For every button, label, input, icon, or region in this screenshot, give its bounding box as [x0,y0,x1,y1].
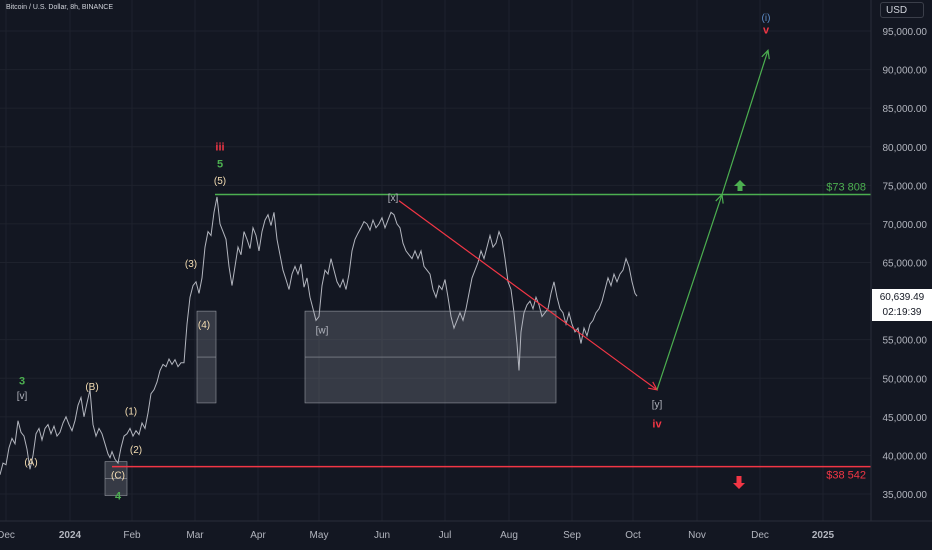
price-tick-label: 70,000.00 [883,220,928,231]
price-tick-label: 95,000.00 [883,27,928,38]
last-price-value: 60,639.49 [879,292,925,303]
wave-label: iv [652,419,662,431]
price-axis: 95,000.00 90,000.00 85,000.00 80,000.00 75,0… [883,27,928,501]
chart-title: Bitcoin / U.S. Dollar, 8h, BINANCE [6,4,113,11]
time-tick-label: Mar [186,530,204,541]
grid [0,0,871,521]
arrow-up-to-target-head [761,48,770,60]
level-label: $73 808 [826,182,866,194]
wave-label: (A) [24,457,37,468]
time-axis: Dec 2024 Feb Mar Apr May Jun Jul Aug Sep Oct Nov Dec… [0,530,835,541]
horizontal-levels: $73 808 $38 542 [112,180,871,489]
arrow-up-to-target [721,50,769,195]
wave-label: (1) [125,407,137,418]
time-tick-label: Oct [625,530,641,541]
wave-label: [w] [316,325,329,336]
arrow-down-to-y [398,200,658,391]
arrow-up-to-level [656,194,723,391]
down-arrow-icon [733,476,745,489]
price-tick-label: 40,000.00 [883,451,928,462]
wave-label: 5 [217,159,223,171]
price-tick-label: 50,000.00 [883,374,928,385]
price-line [0,196,638,475]
wave-label: 4 [115,490,122,502]
price-tick-label: 90,000.00 [883,66,928,77]
time-tick-label: Jul [439,530,452,541]
price-tick-label: 55,000.00 [883,336,928,347]
price-tick-label: 45,000.00 [883,413,928,424]
wave-label: (i) [762,13,771,24]
price-tick-label: 35,000.00 [883,490,928,501]
time-tick-label: Dec [0,530,15,541]
time-tick-label: Dec [751,530,769,541]
bar-countdown: 02:19:39 [882,307,922,318]
projection-arrows [398,48,770,391]
currency-selector[interactable]: USD [880,2,924,18]
wave-label: [x] [388,193,399,204]
price-tick-label: 65,000.00 [883,259,928,270]
wave-label: (2) [130,445,142,456]
correction-zones [104,310,557,496]
time-tick-label: 2024 [59,530,82,541]
time-tick-label: Apr [250,530,266,541]
wave-label: (4) [198,320,210,331]
wave-label: iii [215,142,224,154]
up-arrow-icon [734,180,746,191]
time-tick-label: 2025 [812,530,835,541]
time-tick-label: Nov [688,530,706,541]
wave-label: (B) [85,382,98,393]
wave-label: [y] [652,400,663,411]
price-tick-label: 85,000.00 [883,104,928,115]
time-tick-label: Jun [374,530,390,541]
time-tick-label: May [310,530,329,541]
wave-label: 3 [19,375,25,387]
price-tick-label: 75,000.00 [883,181,928,192]
time-tick-label: Aug [500,530,518,541]
time-tick-label: Feb [123,530,141,541]
level-label: $38 542 [826,470,866,482]
wave-label: (5) [214,176,226,187]
wave-label: v [763,24,770,36]
last-price-tag: 60,639.49 02:19:39 [872,289,932,321]
price-tick-label: 80,000.00 [883,143,928,154]
time-tick-label: Sep [563,530,581,541]
wave-label: [v] [17,391,28,402]
wave-labels: 3 [v] (A) (B) (1) (2) (C) 4 (3) (4) iii 5 (5) [x] [w] [… [17,13,771,502]
wave-label: (C) [111,471,125,482]
wave-label: (3) [185,259,197,270]
